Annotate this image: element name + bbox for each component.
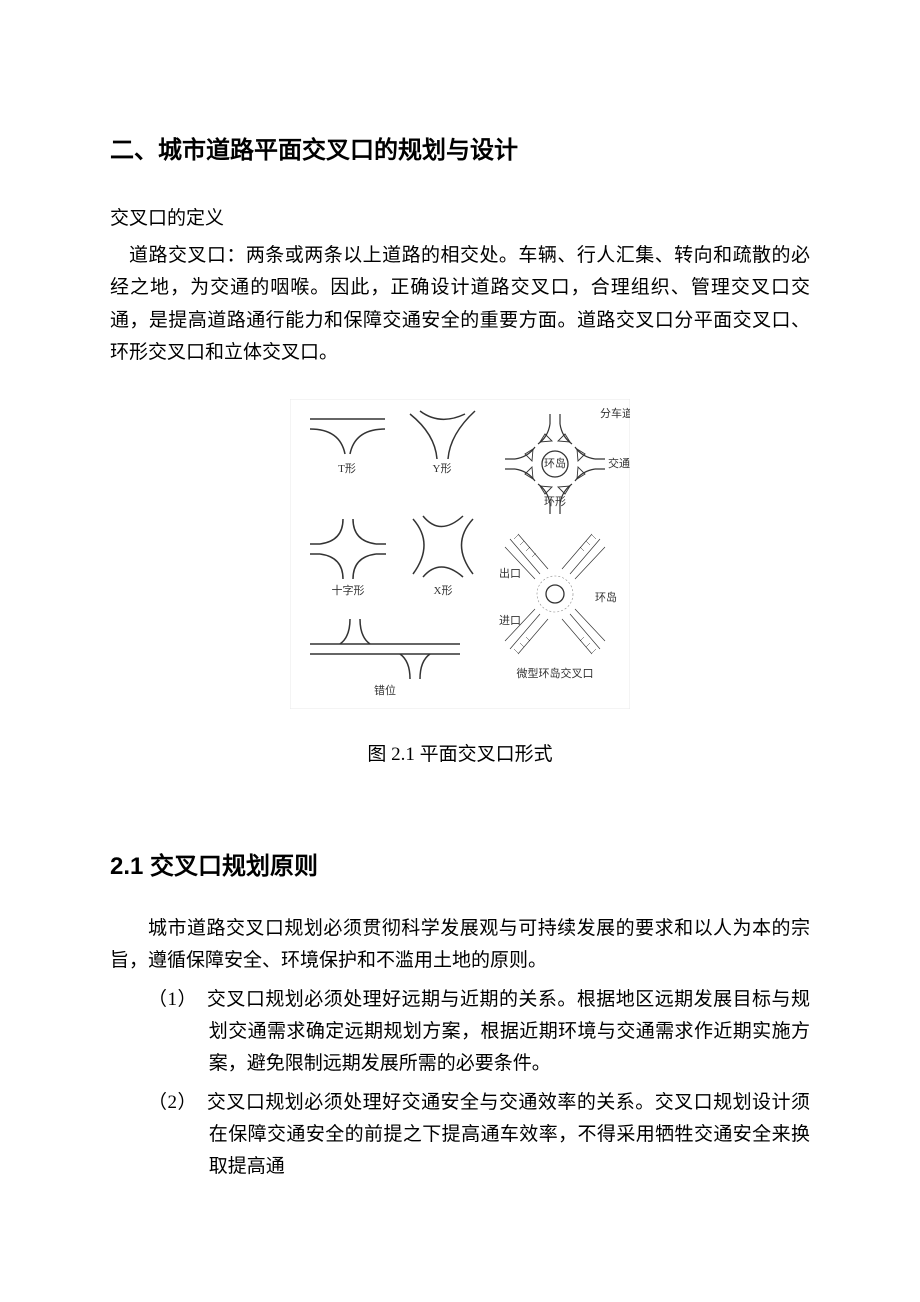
intersection-types-figure: T形 Y形 环岛 分车道线 交通岛 环形 <box>290 399 630 709</box>
section-2-1-heading: 2.1 交叉口规划原则 <box>110 846 810 881</box>
svg-text:出口: 出口 <box>499 566 521 580</box>
svg-text:分车道线: 分车道线 <box>600 406 630 420</box>
svg-text:T形: T形 <box>338 462 356 475</box>
svg-text:十字形: 十字形 <box>332 583 365 597</box>
principle-number: （1） <box>148 989 187 1010</box>
section-2-1-intro: 城市道路交叉口规划必须贯彻科学发展观与可持续发展的要求和以人为本的宗旨，遵循保障… <box>110 913 810 978</box>
principle-text: 交叉口规划必须处理好远期与近期的关系。根据地区远期发展目标与规划交通需求确定远期… <box>207 989 810 1075</box>
svg-text:微型环岛交叉口: 微型环岛交叉口 <box>517 666 594 680</box>
principle-text: 交叉口规划必须处理好交通安全与交通效率的关系。交叉口规划设计须在保障交通安全的前… <box>207 1092 810 1178</box>
svg-text:进口: 进口 <box>499 614 521 627</box>
svg-text:环岛: 环岛 <box>595 590 617 604</box>
principle-item-1: （1） 交叉口规划必须处理好远期与近期的关系。根据地区远期发展目标与规划交通需求… <box>110 984 810 1081</box>
svg-text:交通岛: 交通岛 <box>608 456 630 470</box>
svg-text:X形: X形 <box>434 584 453 597</box>
svg-text:环形: 环形 <box>544 495 566 508</box>
definition-paragraph: 道路交叉口：两条或两条以上道路的相交处。车辆、行人汇集、转向和疏散的必经之地，为… <box>110 240 810 369</box>
svg-text:环岛: 环岛 <box>544 456 566 470</box>
svg-text:Y形: Y形 <box>433 462 452 475</box>
figure-caption: 图 2.1 平面交叉口形式 <box>110 739 810 766</box>
definition-title: 交叉口的定义 <box>110 203 810 230</box>
section-heading: 二、城市道路平面交叉口的规划与设计 <box>110 130 810 165</box>
figure-container: T形 Y形 环岛 分车道线 交通岛 环形 <box>110 399 810 709</box>
principle-item-2: （2） 交叉口规划必须处理好交通安全与交通效率的关系。交叉口规划设计须在保障交通… <box>110 1087 810 1184</box>
principle-number: （2） <box>148 1092 187 1113</box>
svg-text:错位: 错位 <box>374 683 396 697</box>
